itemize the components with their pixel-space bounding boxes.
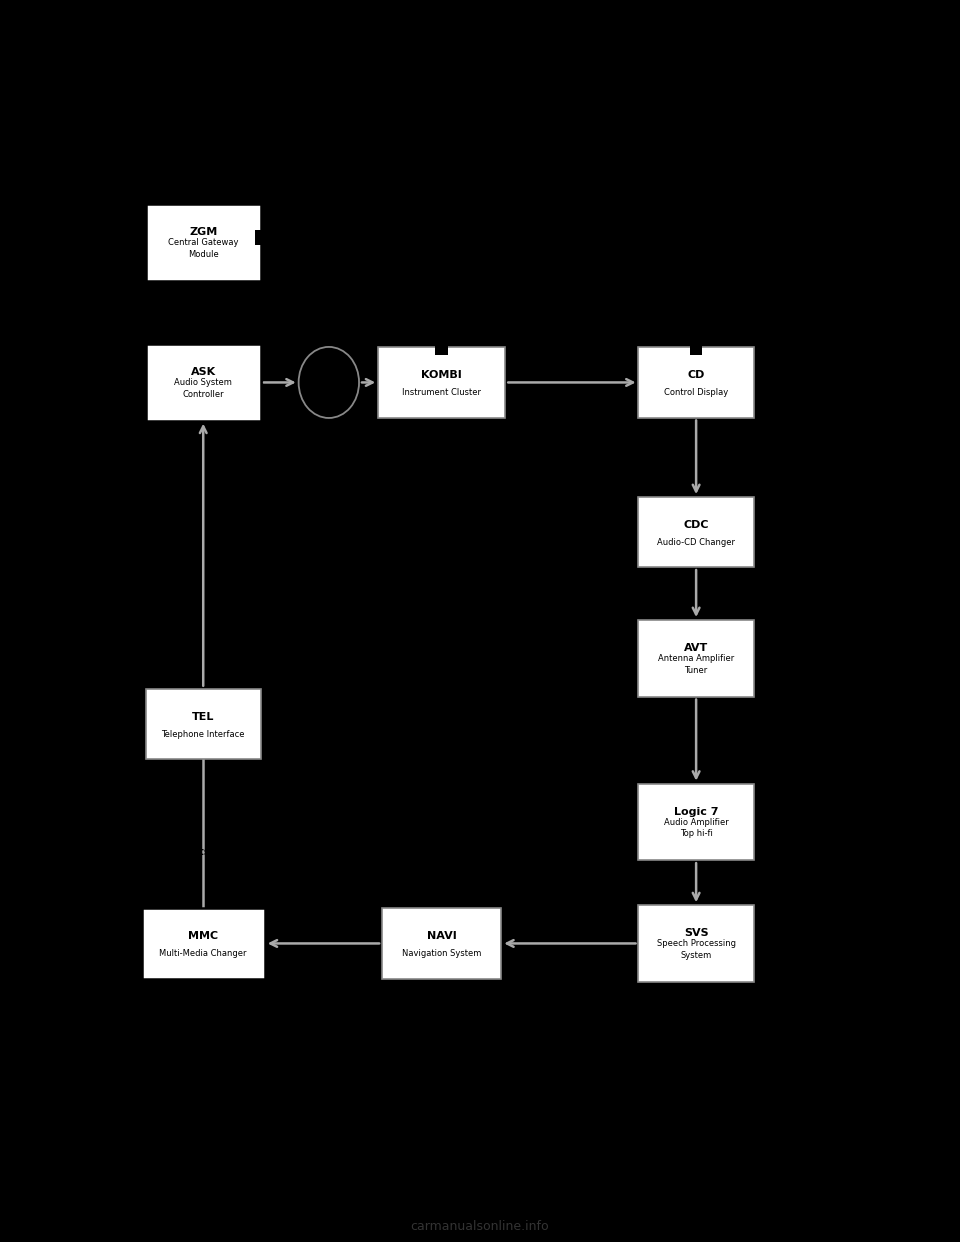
Bar — [436, 230, 448, 245]
Text: OPPS Connector: OPPS Connector — [281, 430, 376, 440]
Text: Counts as 2: Counts as 2 — [167, 847, 240, 857]
Bar — [638, 905, 754, 981]
Text: Navigation System: Navigation System — [402, 949, 481, 959]
Bar — [142, 908, 265, 979]
Text: The signal transmission direction of the MOST in a vehicle
with full equipment t: The signal transmission direction of the… — [235, 438, 539, 540]
Bar — [690, 340, 703, 355]
Text: TEL: TEL — [192, 712, 214, 722]
Text: Audio Amplifier
Top hi-fi: Audio Amplifier Top hi-fi — [663, 817, 729, 838]
Bar — [146, 688, 261, 759]
Bar — [638, 348, 754, 417]
Text: Communication Direction in MOST structure: Communication Direction in MOST structur… — [100, 156, 532, 174]
Text: Speech Processing
System: Speech Processing System — [657, 939, 735, 960]
Text: carmanualsonline.info: carmanualsonline.info — [411, 1220, 549, 1233]
Text: MOST Bus Diagnosis: MOST Bus Diagnosis — [744, 1179, 852, 1189]
Text: CDC: CDC — [684, 520, 708, 530]
Bar — [436, 340, 448, 355]
Bar — [146, 204, 261, 281]
Text: ASK: ASK — [191, 368, 216, 378]
Text: Central Gateway
Module: Central Gateway Module — [168, 238, 238, 258]
Text: AVT: AVT — [684, 643, 708, 653]
Bar — [378, 348, 505, 417]
Text: MMC: MMC — [188, 932, 218, 941]
Bar — [638, 620, 754, 697]
Text: CD: CD — [687, 370, 705, 380]
Text: Antenna Amplifier
Tuner: Antenna Amplifier Tuner — [658, 655, 734, 674]
Bar — [382, 908, 501, 979]
Bar — [690, 230, 703, 245]
Bar — [146, 344, 261, 421]
Bar — [254, 230, 267, 245]
Text: NAVI: NAVI — [427, 932, 457, 941]
Text: Telephone Interface: Telephone Interface — [161, 730, 245, 739]
Text: Important!!!  The component sequence of the MOST controllers in the ETM is incor: Important!!! The component sequence of t… — [100, 1001, 554, 1041]
Text: Audio System
Controller: Audio System Controller — [175, 378, 232, 399]
Bar — [638, 497, 754, 568]
Text: 11: 11 — [828, 1089, 852, 1108]
Text: Multi-Media Changer: Multi-Media Changer — [159, 949, 247, 959]
Text: Logic 7: Logic 7 — [674, 807, 718, 817]
Text: Counts as 2: Counts as 2 — [405, 847, 478, 857]
Text: Control Display: Control Display — [664, 389, 729, 397]
Text: KOMBI: KOMBI — [421, 370, 462, 380]
Text: SVS: SVS — [684, 929, 708, 939]
Text: Important!!!: Important!!! — [100, 1001, 176, 1011]
Text: Audio-CD Changer: Audio-CD Changer — [658, 538, 735, 546]
Bar — [638, 784, 754, 861]
Text: Instrument Cluster: Instrument Cluster — [402, 389, 481, 397]
Text: ZGM: ZGM — [189, 227, 217, 237]
Text: K-CAN-System: K-CAN-System — [325, 207, 425, 221]
